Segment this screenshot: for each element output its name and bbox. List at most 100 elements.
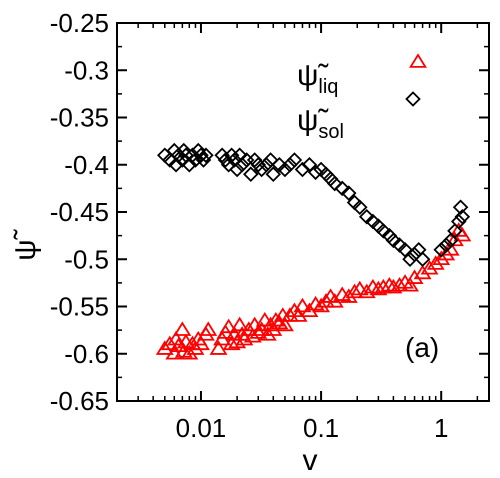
legend-marker (405, 91, 421, 107)
sol-data-point (385, 232, 402, 249)
liq-data-point (255, 311, 274, 327)
sol-data-point (282, 156, 298, 173)
y-tick-label: -0.65 (50, 386, 109, 416)
sol-data-point (402, 251, 418, 268)
x-tick-label: 0.01 (176, 413, 227, 443)
liq-data-point (169, 337, 188, 352)
sol-data-point (294, 161, 311, 178)
liq-data-point (252, 321, 271, 336)
sol-data-point (322, 171, 339, 187)
liq-data-point (228, 333, 247, 349)
sol-data-point (340, 185, 357, 201)
liq-data-point (155, 340, 174, 355)
y-tick-label: -0.45 (50, 197, 109, 227)
liq-data-point (199, 321, 218, 336)
liq-data-point (173, 321, 192, 336)
liq-data-point (405, 269, 424, 284)
sol-data-point (253, 161, 270, 178)
liq-data-point (258, 326, 277, 341)
liq-data-point (222, 335, 241, 351)
y-tick-label: -0.3 (64, 55, 109, 85)
liq-data-point (219, 318, 238, 334)
liq-data-point (160, 335, 179, 351)
liq-data-point (432, 250, 451, 266)
liq-data-point (413, 264, 432, 280)
plot-frame (116, 22, 490, 402)
sol-data-point (433, 242, 449, 258)
sol-data-point (352, 199, 368, 216)
points-layer (155, 142, 472, 360)
y-tick-label: -0.25 (50, 8, 109, 38)
sol-data-point (454, 208, 471, 225)
liq-data-point (437, 245, 456, 261)
sol-data-point (243, 166, 259, 182)
sol-data-point (438, 237, 454, 253)
liq-data-point (380, 276, 399, 292)
legend-label: ψ̃liq (297, 59, 338, 98)
x-axis-label: v (303, 444, 318, 477)
sol-data-point (286, 152, 303, 168)
x-tick-label: 0.1 (303, 413, 339, 443)
liq-data-point (180, 345, 199, 360)
sol-data-point (229, 161, 245, 178)
liq-data-point (339, 288, 358, 303)
sol-data-point (318, 166, 334, 182)
y-tick-label: -0.5 (64, 244, 109, 274)
liq-data-point (350, 280, 369, 296)
liq-data-point (420, 259, 439, 275)
sol-data-point (265, 166, 282, 182)
sol-data-point (234, 156, 250, 173)
liq-data-point (317, 293, 336, 308)
sol-data-point (450, 213, 467, 230)
sol-data-point (168, 156, 184, 173)
liq-data-point (209, 340, 228, 355)
y-tick-label: -0.6 (64, 339, 109, 369)
liq-data-point (293, 297, 312, 313)
sol-data-point (258, 156, 275, 173)
liq-data-point (275, 316, 294, 332)
sol-data-point (452, 199, 469, 216)
x-tick-label: 1 (434, 413, 448, 443)
sol-data-point (262, 152, 279, 168)
legend: ψ̃liq ψ̃sol (297, 53, 427, 143)
sol-data-point (176, 142, 192, 159)
sol-data-point (157, 147, 173, 164)
sol-data-point (277, 161, 293, 178)
sol-data-point (220, 156, 237, 173)
sol-data-point (174, 152, 191, 168)
sol-data-point (334, 180, 351, 197)
liq-data-point (249, 324, 268, 339)
sol-data-point (193, 147, 209, 164)
sol-data-point (198, 147, 214, 164)
liq-data-point (390, 276, 409, 292)
panel-annotation: (a) (405, 332, 439, 363)
liq-data-point (426, 255, 445, 270)
liq-data-point (445, 231, 464, 247)
sol-data-point (195, 152, 212, 168)
liq-data-point (369, 280, 388, 296)
y-axis-label: ψ̃ (9, 228, 42, 260)
legend-label: ψ̃sol (297, 104, 344, 143)
sol-data-point (406, 246, 423, 263)
sol-data-point (414, 251, 431, 268)
liq-data-point (401, 276, 419, 292)
labels-layer: -0.25 -0.3 -0.35 -0.4 -0.45 -0.5 -0.55 -0.6 -0.6… (50, 8, 449, 443)
liq-data-point (191, 335, 210, 351)
liq-data-point (345, 283, 364, 299)
sol-data-point (358, 208, 375, 225)
legend-marker (409, 53, 427, 68)
liq-data-point (186, 340, 205, 355)
sol-data-point (181, 156, 198, 173)
liq-data-point (266, 311, 285, 327)
liq-data-point (374, 278, 393, 294)
sol-data-point (307, 164, 324, 181)
y-tick-label: -0.55 (50, 292, 109, 322)
liq-data-point (312, 297, 331, 313)
liq-data-point (384, 278, 403, 294)
liq-data-point (280, 307, 299, 322)
liq-data-point (357, 283, 376, 299)
y-tick-label: -0.35 (50, 103, 109, 133)
y-tick-label: -0.4 (64, 150, 109, 180)
